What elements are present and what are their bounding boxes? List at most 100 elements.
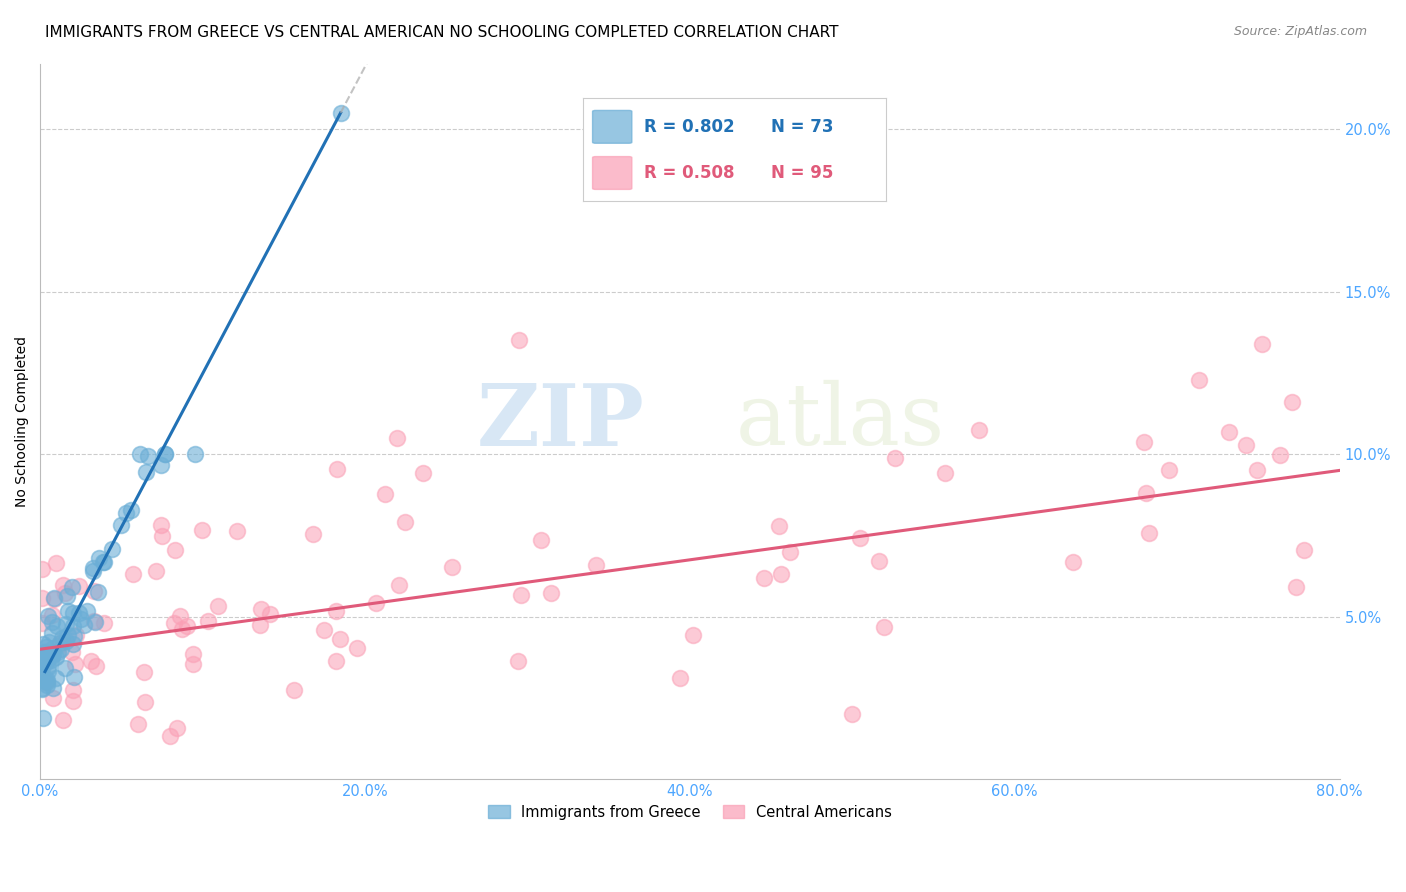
Point bbox=[67, 606, 90, 620]
Point bbox=[159, 729, 181, 743]
Point bbox=[779, 545, 801, 559]
Point bbox=[506, 654, 529, 668]
Point bbox=[41, 648, 63, 663]
Point bbox=[170, 622, 193, 636]
Point bbox=[53, 661, 76, 675]
Point bbox=[45, 671, 67, 685]
Point bbox=[89, 550, 111, 565]
Point bbox=[176, 619, 198, 633]
Point bbox=[329, 105, 352, 120]
Point bbox=[934, 466, 956, 480]
Point bbox=[153, 447, 176, 461]
Point bbox=[1234, 438, 1257, 452]
Point bbox=[42, 591, 65, 606]
Point bbox=[346, 641, 368, 656]
Point bbox=[150, 529, 173, 543]
Point bbox=[45, 649, 67, 664]
Point bbox=[55, 589, 77, 603]
Point bbox=[31, 682, 53, 697]
Point bbox=[394, 515, 416, 529]
Point bbox=[312, 623, 335, 637]
Point bbox=[73, 618, 96, 632]
Point bbox=[76, 604, 98, 618]
Text: IMMIGRANTS FROM GREECE VS CENTRAL AMERICAN NO SCHOOLING COMPLETED CORRELATION CH: IMMIGRANTS FROM GREECE VS CENTRAL AMERIC… bbox=[45, 25, 838, 40]
Point bbox=[508, 334, 530, 348]
Point bbox=[1062, 555, 1084, 569]
Point bbox=[46, 645, 69, 659]
Point bbox=[752, 571, 775, 585]
Point bbox=[388, 578, 411, 592]
Legend: Immigrants from Greece, Central Americans: Immigrants from Greece, Central American… bbox=[482, 799, 898, 826]
Point bbox=[62, 694, 84, 708]
Point bbox=[883, 450, 905, 465]
Point bbox=[39, 653, 62, 667]
Point bbox=[510, 588, 533, 602]
Point bbox=[768, 518, 790, 533]
Point bbox=[41, 608, 63, 623]
Point bbox=[42, 647, 65, 661]
Point bbox=[37, 609, 59, 624]
Point bbox=[162, 616, 184, 631]
Point bbox=[93, 615, 115, 630]
Point bbox=[52, 578, 75, 592]
Text: ZIP: ZIP bbox=[477, 380, 644, 464]
Point bbox=[82, 560, 104, 574]
Point bbox=[83, 583, 105, 598]
Point bbox=[83, 614, 105, 628]
Point bbox=[136, 450, 159, 464]
Point bbox=[120, 503, 142, 517]
Point bbox=[37, 659, 59, 673]
Point bbox=[132, 665, 155, 679]
Point bbox=[62, 682, 84, 697]
Point bbox=[135, 466, 157, 480]
Point bbox=[873, 620, 896, 634]
Point bbox=[38, 635, 60, 649]
Point bbox=[58, 628, 80, 642]
Point bbox=[34, 646, 56, 660]
Point bbox=[42, 641, 65, 656]
FancyBboxPatch shape bbox=[592, 111, 631, 144]
Point bbox=[169, 609, 191, 624]
Point bbox=[55, 616, 77, 631]
Point bbox=[31, 562, 53, 576]
Point bbox=[32, 711, 55, 725]
Point bbox=[325, 604, 347, 618]
Point bbox=[1251, 336, 1274, 351]
Point bbox=[868, 554, 890, 568]
Point bbox=[163, 542, 186, 557]
Point bbox=[1135, 486, 1157, 500]
Point bbox=[32, 645, 55, 659]
Point bbox=[35, 655, 58, 669]
Point bbox=[967, 423, 990, 437]
Point bbox=[769, 567, 792, 582]
Text: R = 0.508: R = 0.508 bbox=[644, 164, 734, 182]
Point bbox=[145, 565, 167, 579]
Text: N = 95: N = 95 bbox=[770, 164, 834, 182]
Point bbox=[122, 566, 145, 581]
Point bbox=[329, 632, 352, 647]
Point bbox=[44, 591, 66, 606]
Y-axis label: No Schooling Completed: No Schooling Completed bbox=[15, 336, 30, 508]
Point bbox=[84, 658, 107, 673]
Point bbox=[53, 586, 76, 600]
Text: N = 73: N = 73 bbox=[770, 118, 834, 136]
Point bbox=[80, 654, 103, 668]
Point bbox=[150, 517, 173, 532]
Point bbox=[62, 619, 84, 633]
Point bbox=[1246, 463, 1268, 477]
Point bbox=[45, 618, 67, 632]
Point bbox=[37, 674, 59, 689]
Point bbox=[841, 707, 863, 722]
Point bbox=[374, 487, 396, 501]
Point bbox=[166, 721, 188, 735]
Point bbox=[1281, 395, 1303, 409]
Point bbox=[49, 636, 72, 650]
Point bbox=[35, 640, 58, 655]
Point bbox=[34, 645, 56, 659]
Point bbox=[191, 523, 214, 537]
Point bbox=[60, 580, 83, 594]
Point bbox=[37, 652, 59, 666]
Point bbox=[34, 674, 56, 689]
Point bbox=[1137, 525, 1160, 540]
Point bbox=[34, 673, 56, 688]
